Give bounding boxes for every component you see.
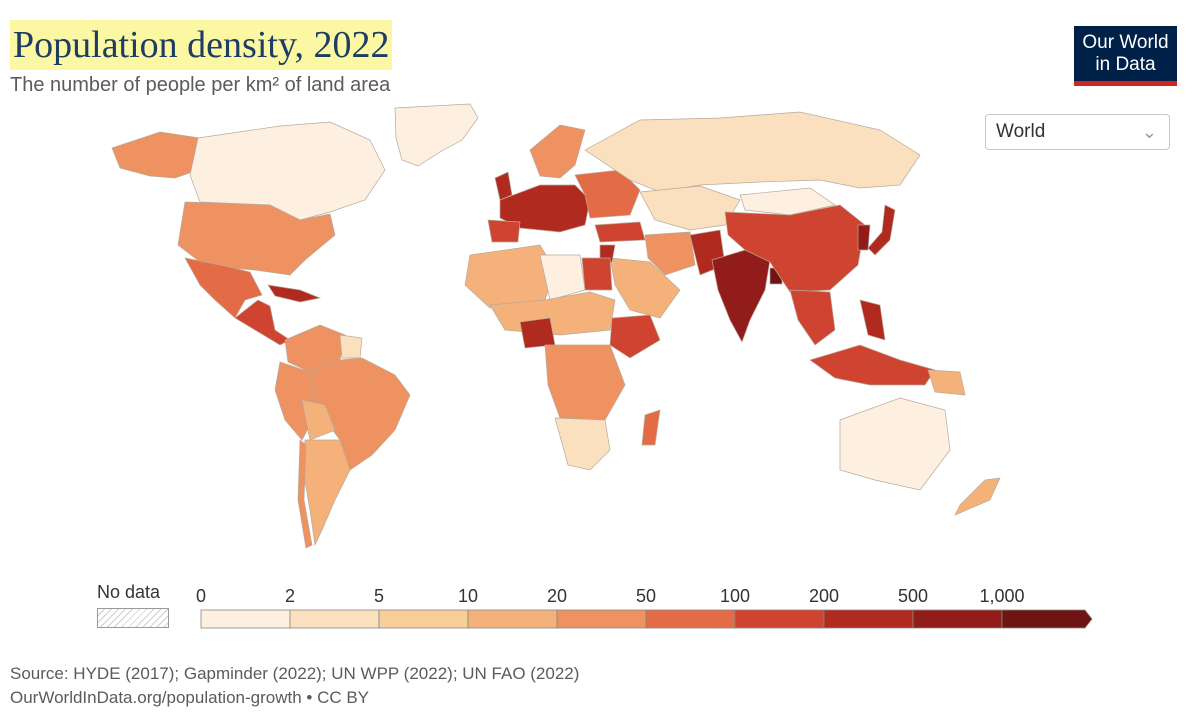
region-guianas[interactable]: [339, 334, 363, 359]
region-usa[interactable]: [177, 201, 336, 276]
region-turkey[interactable]: [594, 221, 646, 243]
region-canada[interactable]: [189, 121, 386, 221]
legend-tick-label: 0: [196, 586, 206, 606]
region-caribbean[interactable]: [267, 284, 322, 303]
region-uk[interactable]: [494, 171, 513, 201]
legend-bin-5[interactable]: [645, 609, 736, 629]
region-australia[interactable]: [839, 397, 951, 491]
legend-tick-label: 10: [458, 586, 478, 606]
region-southern-africa[interactable]: [554, 417, 611, 471]
region-north-africa-west[interactable]: [464, 244, 556, 309]
legend-tick-label: 500: [898, 586, 928, 606]
legend-bin-1[interactable]: [289, 609, 380, 629]
region-greenland[interactable]: [394, 103, 479, 167]
region-egypt[interactable]: [581, 257, 613, 291]
legend-bin-8[interactable]: [912, 609, 1003, 629]
page-subtitle: The number of people per km² of land are…: [10, 74, 390, 97]
chevron-down-icon: ⌄: [1141, 122, 1157, 142]
region-korea[interactable]: [857, 224, 871, 251]
region-new-zealand[interactable]: [954, 477, 1001, 516]
region-bolivia[interactable]: [301, 399, 336, 441]
region-iberia[interactable]: [487, 219, 521, 243]
region-mexico[interactable]: [184, 257, 263, 319]
region-chile[interactable]: [297, 439, 313, 549]
world-map[interactable]: [0, 100, 1200, 560]
region-central-asia[interactable]: [639, 185, 741, 231]
region-argentina[interactable]: [302, 439, 351, 547]
region-central-america[interactable]: [234, 299, 291, 346]
region-select-value: World: [996, 121, 1046, 142]
region-central-africa[interactable]: [544, 344, 626, 421]
source-text: Source: HYDE (2017); Gapminder (2022); U…: [10, 664, 580, 683]
region-philippines[interactable]: [859, 299, 886, 341]
legend-bin-6[interactable]: [734, 609, 825, 629]
legend-no-data-label: No data: [97, 582, 161, 602]
region-alaska[interactable]: [111, 131, 201, 179]
legend-bin-7[interactable]: [823, 609, 914, 629]
legend-tick-label: 20: [547, 586, 567, 606]
region-ethiopia[interactable]: [609, 314, 661, 359]
subtitle-text: The number of people per km² of land are…: [10, 74, 391, 96]
page-title: Population density, 2022: [10, 20, 393, 70]
region-indochina[interactable]: [789, 289, 836, 346]
legend-tick-label: 1,000: [979, 586, 1024, 606]
legend-tick-label: 50: [636, 586, 656, 606]
region-iran[interactable]: [644, 231, 696, 276]
region-arabia[interactable]: [609, 257, 681, 319]
region-papua[interactable]: [927, 369, 966, 396]
legend-bin-4[interactable]: [556, 609, 647, 629]
region-china[interactable]: [724, 204, 866, 293]
region-india[interactable]: [711, 249, 771, 343]
region-indonesia[interactable]: [809, 344, 936, 386]
region-select[interactable]: World ⌄: [985, 114, 1170, 150]
region-mongolia[interactable]: [739, 187, 836, 216]
legend-tick-label: 100: [720, 586, 750, 606]
color-legend: 0 2 5 10 20 50 100 200 500 1,000: [196, 586, 1093, 629]
legend-bin-3[interactable]: [467, 609, 558, 629]
legend-tick-label: 200: [809, 586, 839, 606]
region-scandinavia[interactable]: [529, 124, 586, 179]
legend-tick-label: 5: [374, 586, 384, 606]
logo-line-1: Our World: [1082, 32, 1169, 53]
owid-logo[interactable]: Our World in Data: [1074, 26, 1177, 86]
legend-no-data-swatch: [97, 608, 169, 628]
legend-bin-9[interactable]: [1001, 609, 1093, 629]
legend-bin-2[interactable]: [378, 609, 469, 629]
region-madagascar[interactable]: [641, 409, 661, 446]
logo-line-2: in Data: [1095, 54, 1156, 75]
region-japan[interactable]: [867, 204, 896, 256]
region-russia[interactable]: [584, 111, 921, 193]
legend-tick-label: 2: [285, 586, 295, 606]
source-url[interactable]: OurWorldInData.org/population-growth • C…: [10, 688, 370, 707]
region-nigeria[interactable]: [519, 317, 556, 349]
legend-bin-0[interactable]: [200, 609, 291, 629]
